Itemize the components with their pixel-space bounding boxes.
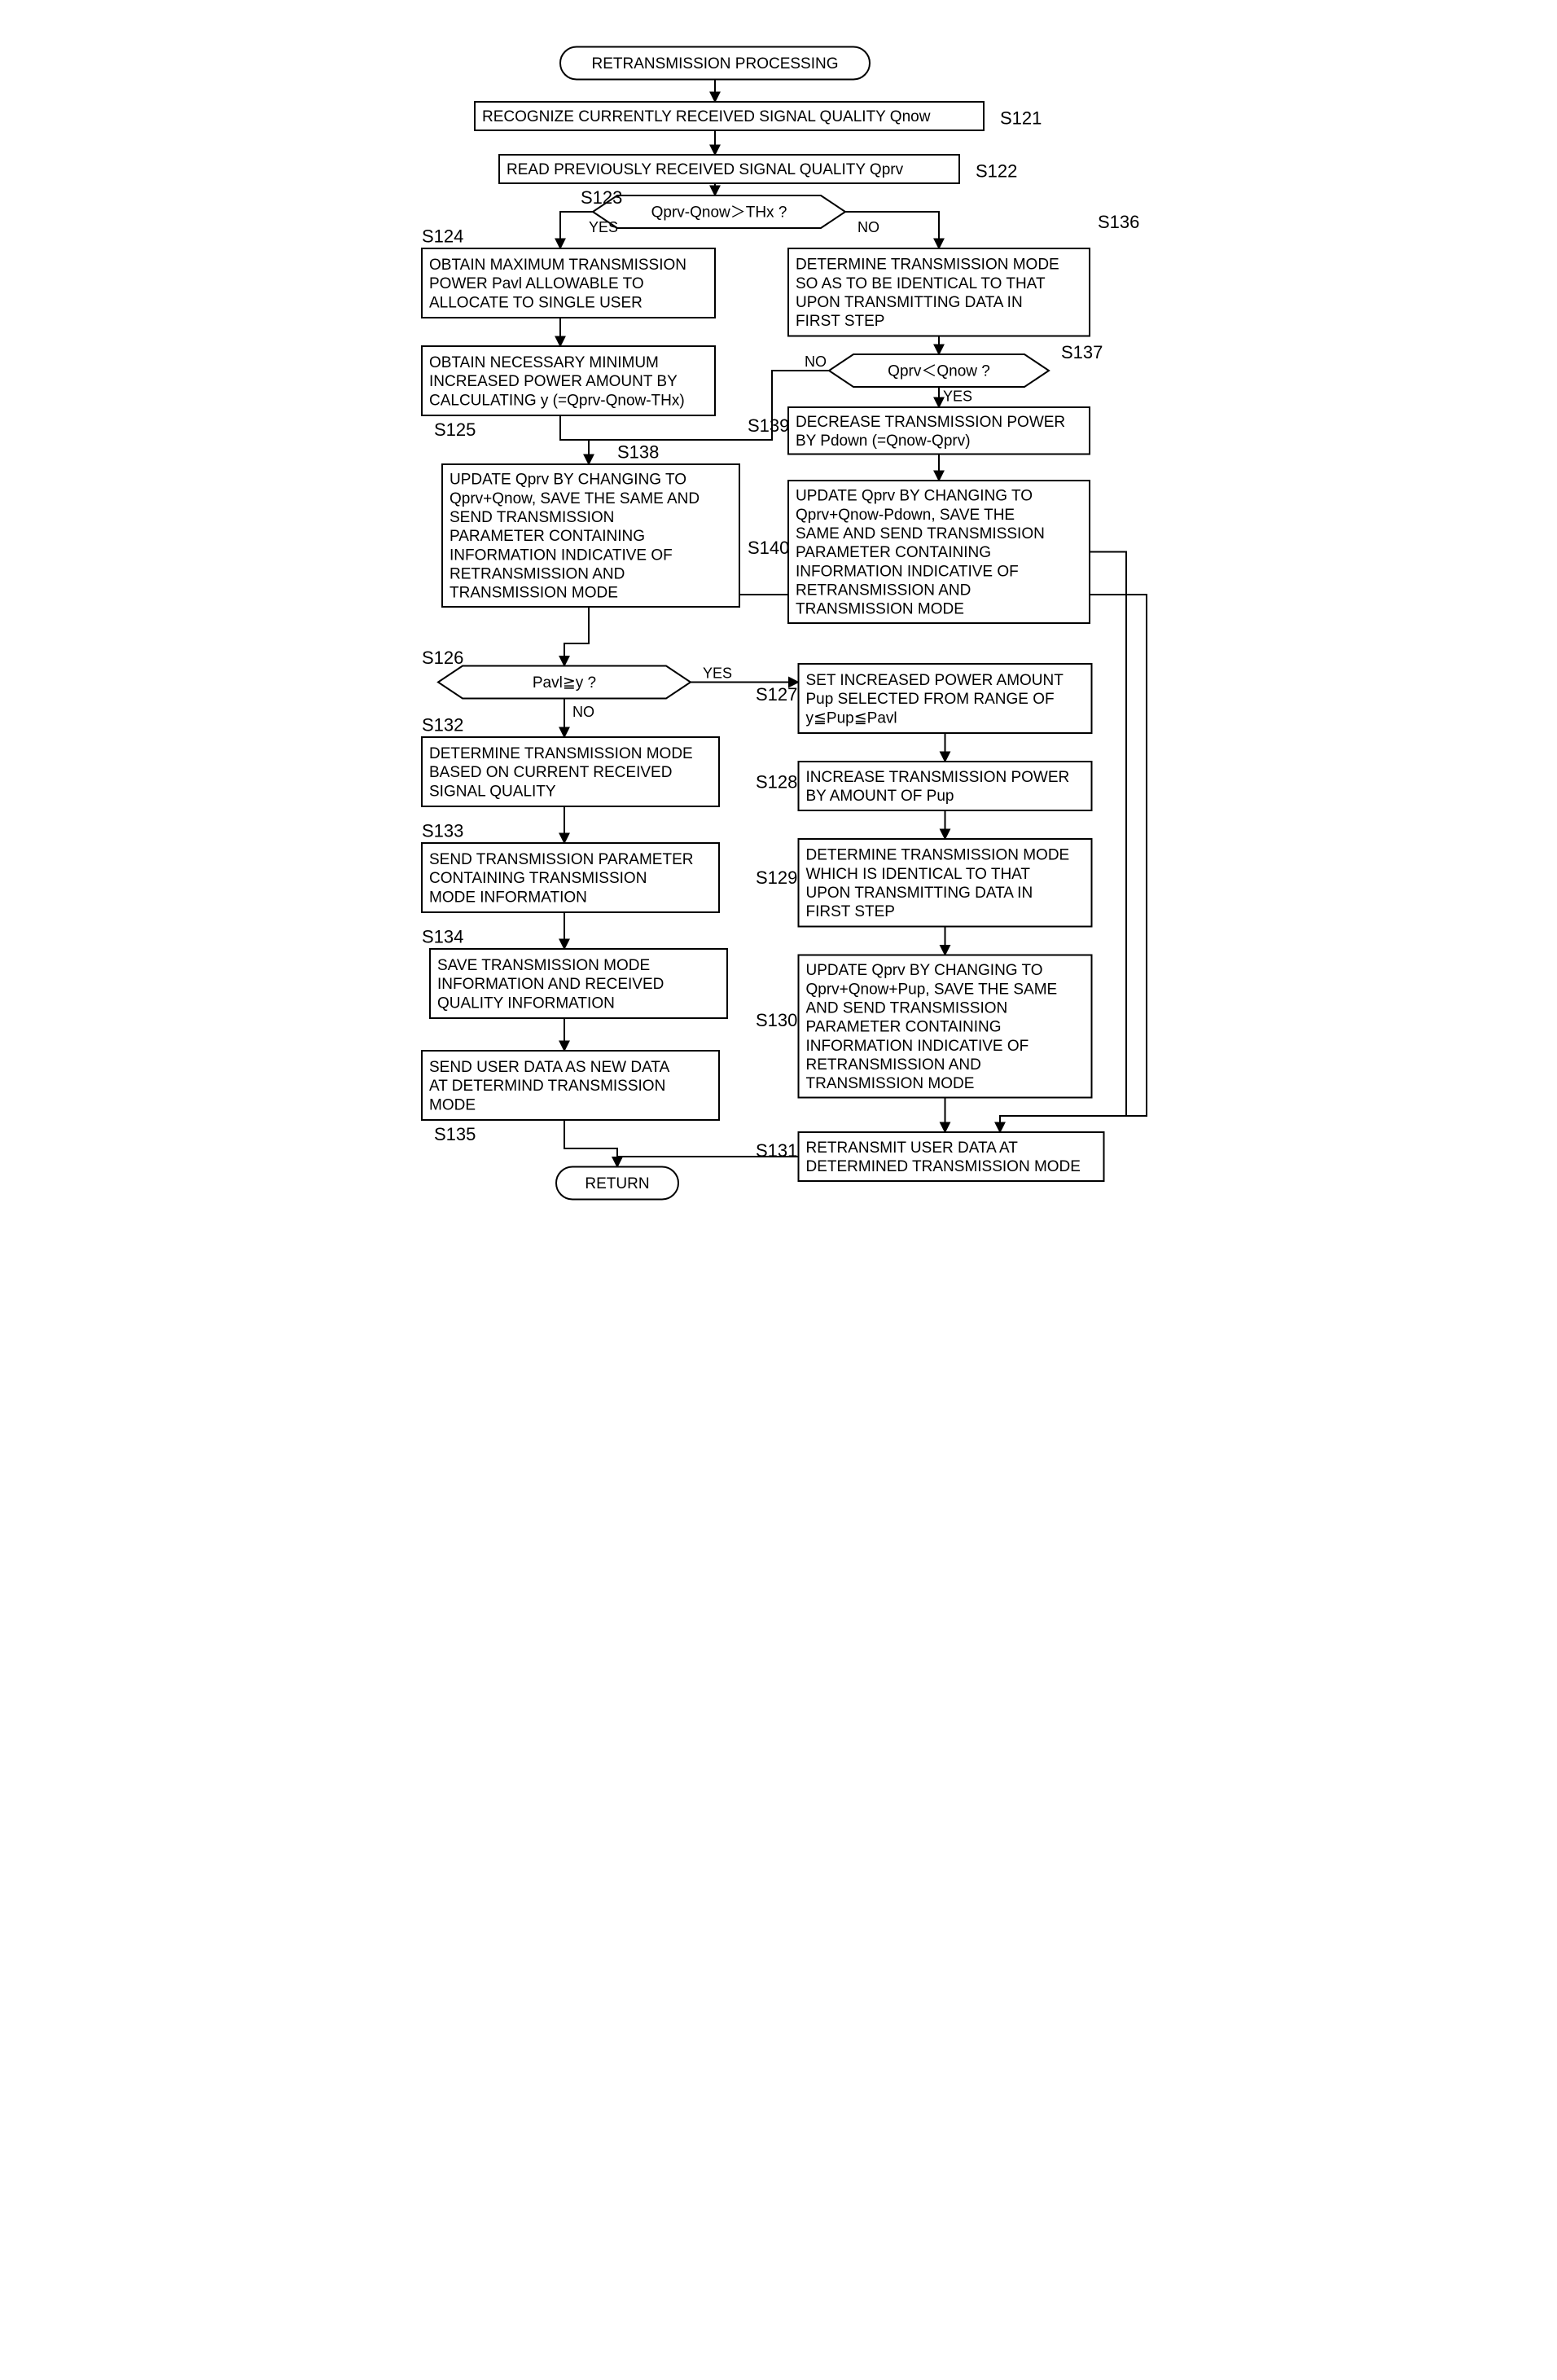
- svg-text:RETRANSMISSION PROCESSING: RETRANSMISSION PROCESSING: [592, 55, 839, 72]
- svg-text:YES: YES: [703, 665, 732, 682]
- svg-text:OBTAIN NECESSARY MINIMUMINCREA: OBTAIN NECESSARY MINIMUMINCREASED POWER …: [429, 354, 685, 409]
- flowchart: RETRANSMISSION PROCESSING RETURN RECOGNIZE…: [389, 16, 1168, 1206]
- svg-text:S128: S128: [756, 772, 797, 793]
- svg-text:S135: S135: [434, 1124, 476, 1144]
- svg-text:S138: S138: [617, 442, 659, 463]
- svg-text:S123: S123: [581, 187, 622, 208]
- svg-text:S127: S127: [756, 684, 797, 705]
- svg-text:S122: S122: [976, 161, 1017, 182]
- svg-text:Pavl≧y ?: Pavl≧y ?: [533, 674, 596, 692]
- svg-text:S126: S126: [422, 648, 463, 668]
- svg-text:NO: NO: [805, 353, 827, 370]
- svg-text:S139: S139: [748, 415, 789, 436]
- svg-text:S130: S130: [756, 1010, 797, 1030]
- svg-text:S125: S125: [434, 419, 476, 440]
- svg-text:S137: S137: [1061, 342, 1103, 362]
- svg-text:S134: S134: [422, 927, 463, 947]
- svg-text:Qprv-Qnow＞THx ?: Qprv-Qnow＞THx ?: [651, 204, 787, 222]
- svg-text:RECOGNIZE CURRENTLY RECEIVED S: RECOGNIZE CURRENTLY RECEIVED SIGNAL QUAL…: [482, 108, 931, 125]
- svg-text:S132: S132: [422, 715, 463, 736]
- svg-text:Qprv＜Qnow ?: Qprv＜Qnow ?: [888, 363, 990, 380]
- svg-text:NO: NO: [572, 704, 594, 720]
- svg-text:S140: S140: [748, 538, 789, 558]
- svg-text:NO: NO: [857, 219, 879, 235]
- svg-text:YES: YES: [943, 389, 972, 405]
- svg-text:READ PREVIOUSLY RECEIVED SIGNA: READ PREVIOUSLY RECEIVED SIGNAL QUALITY …: [507, 161, 904, 178]
- svg-text:S136: S136: [1098, 212, 1139, 232]
- svg-text:S131: S131: [756, 1140, 797, 1161]
- svg-text:S133: S133: [422, 821, 463, 841]
- svg-text:RETURN: RETURN: [585, 1175, 649, 1192]
- svg-text:S121: S121: [1000, 108, 1042, 129]
- svg-text:S129: S129: [756, 867, 797, 888]
- svg-text:S124: S124: [422, 226, 463, 247]
- svg-text:YES: YES: [589, 219, 618, 235]
